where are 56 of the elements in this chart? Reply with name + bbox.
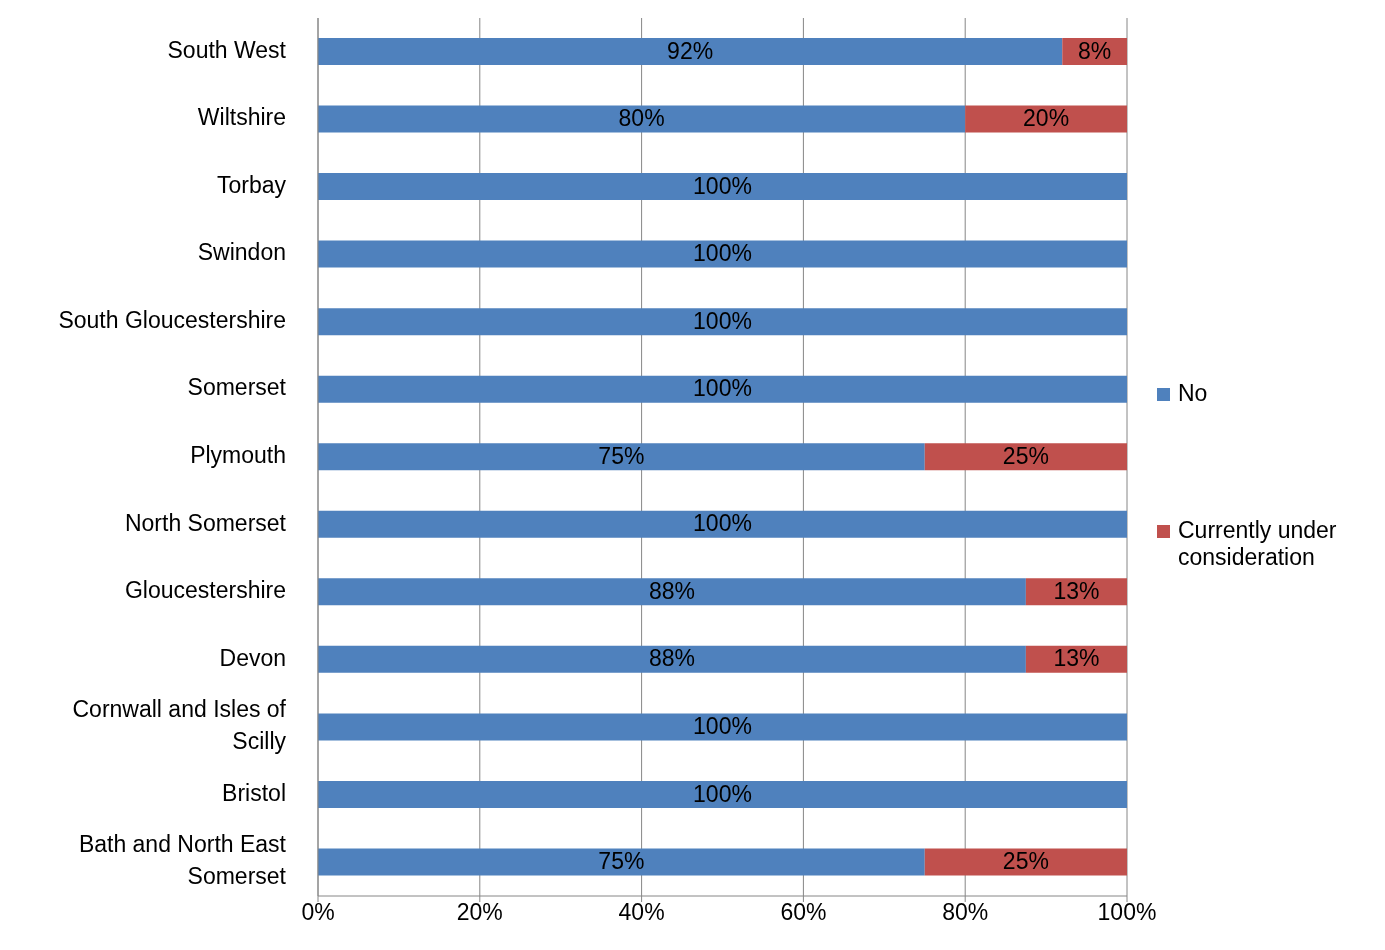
data-label: 100%: [693, 375, 752, 402]
data-label: 13%: [1053, 645, 1100, 672]
y-tick-label: Plymouth: [190, 442, 286, 469]
bar: [318, 38, 1063, 65]
data-label: 100%: [693, 240, 752, 267]
x-tick-label: 40%: [618, 899, 665, 926]
y-tick-label: South West: [167, 36, 287, 63]
bar: [318, 713, 1127, 741]
bar: [965, 105, 1127, 133]
y-tick-label: Wiltshire: [197, 104, 286, 131]
y-tick-label: Swindon: [197, 239, 286, 266]
data-label: 100%: [693, 510, 752, 537]
x-tick-label: 60%: [780, 899, 827, 926]
data-label: 88%: [648, 645, 695, 672]
y-tick-label: North Somerset: [124, 509, 287, 536]
data-label: 75%: [598, 848, 645, 875]
y-tick-label: Devon: [219, 644, 286, 671]
bar: [924, 443, 1127, 471]
x-tick-label: 0%: [301, 899, 335, 926]
bar: [318, 173, 1127, 201]
data-label: 100%: [693, 172, 752, 199]
bar: [318, 375, 1127, 403]
bar: [318, 308, 1127, 336]
data-label: 13%: [1053, 577, 1100, 604]
bar: [318, 645, 1026, 673]
bar: [318, 240, 1127, 268]
bar: [318, 105, 966, 133]
y-tick-label: Torbay: [216, 171, 287, 198]
bar: [318, 780, 1127, 808]
bar: [318, 443, 925, 471]
data-label: 8%: [1078, 37, 1112, 64]
data-label: 88%: [648, 577, 695, 604]
bar: [318, 848, 925, 876]
data-label: 25%: [1002, 848, 1049, 875]
data-label: 25%: [1002, 442, 1049, 469]
y-tick-label: Cornwall and Isles of Scilly: [72, 696, 287, 755]
y-tick-label: South Gloucestershire: [58, 307, 286, 333]
bar: [924, 848, 1127, 876]
y-tick-label: Bristol: [222, 779, 286, 806]
data-label: 80%: [618, 105, 665, 132]
data-label: 75%: [598, 442, 645, 469]
x-tick-label: 80%: [942, 899, 989, 926]
data-label: 92%: [667, 37, 714, 64]
data-label: 100%: [693, 712, 752, 739]
legend-label: No: [1178, 379, 1208, 407]
y-tick-label: Somerset: [187, 374, 287, 401]
data-label: 100%: [693, 307, 752, 334]
y-tick-label: Bath and North East Somerset: [78, 831, 287, 890]
y-tick-label: Gloucestershire: [124, 577, 286, 604]
data-label: 100%: [693, 780, 752, 807]
legend-label: Currently under consideration: [1178, 516, 1338, 571]
x-tick-label: 100%: [1097, 899, 1157, 926]
bar: [318, 578, 1026, 606]
bar: [318, 510, 1127, 538]
x-tick-label: 20%: [456, 899, 503, 926]
data-label: 20%: [1023, 105, 1070, 132]
